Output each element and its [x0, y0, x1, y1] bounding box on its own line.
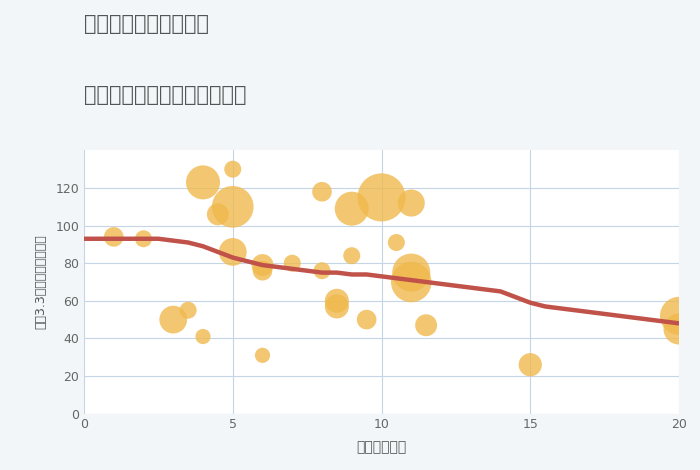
Point [257, 352, 268, 359]
Point [108, 233, 119, 241]
Text: 奈良県奈良市学園南の: 奈良県奈良市学園南の [84, 14, 209, 34]
Point [287, 259, 298, 267]
Point [197, 333, 209, 340]
Point [197, 179, 209, 186]
Point [406, 269, 417, 276]
Point [376, 194, 387, 201]
Point [673, 325, 685, 333]
Text: 駅距離別中古マンション価格: 駅距離別中古マンション価格 [84, 85, 246, 105]
Point [227, 165, 238, 173]
Point [227, 203, 238, 211]
Point [227, 248, 238, 256]
Point [212, 211, 223, 218]
Point [361, 316, 372, 323]
Point [316, 267, 328, 274]
Point [346, 205, 357, 212]
Point [257, 267, 268, 274]
Y-axis label: 坪（3.3㎡）単価（万円）: 坪（3.3㎡）単価（万円） [34, 235, 47, 329]
Point [525, 361, 536, 368]
Point [391, 239, 402, 246]
Point [138, 235, 149, 243]
Point [406, 278, 417, 286]
Point [168, 316, 179, 323]
X-axis label: 駅距離（分）: 駅距離（分） [356, 440, 407, 454]
Point [406, 199, 417, 207]
Point [331, 297, 342, 305]
Point [257, 261, 268, 269]
Point [183, 306, 194, 314]
Point [316, 188, 328, 196]
Point [331, 303, 342, 310]
Point [673, 312, 685, 320]
Point [421, 321, 432, 329]
Point [346, 252, 357, 259]
